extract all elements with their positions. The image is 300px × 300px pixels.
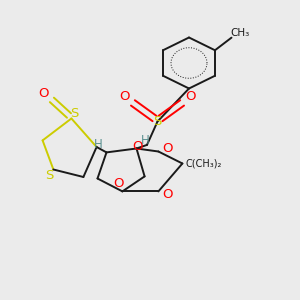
Text: S: S bbox=[70, 106, 79, 120]
Text: O: O bbox=[162, 142, 173, 155]
Text: O: O bbox=[185, 90, 196, 104]
Text: O: O bbox=[113, 177, 124, 190]
Text: H: H bbox=[94, 138, 103, 152]
Text: S: S bbox=[153, 115, 162, 128]
Text: C(CH₃)₂: C(CH₃)₂ bbox=[186, 158, 222, 169]
Text: O: O bbox=[119, 90, 130, 104]
Text: O: O bbox=[162, 188, 173, 201]
Text: O: O bbox=[132, 140, 143, 153]
Text: S: S bbox=[45, 169, 53, 182]
Text: H: H bbox=[140, 134, 149, 148]
Text: O: O bbox=[38, 87, 49, 101]
Text: CH₃: CH₃ bbox=[230, 28, 250, 38]
